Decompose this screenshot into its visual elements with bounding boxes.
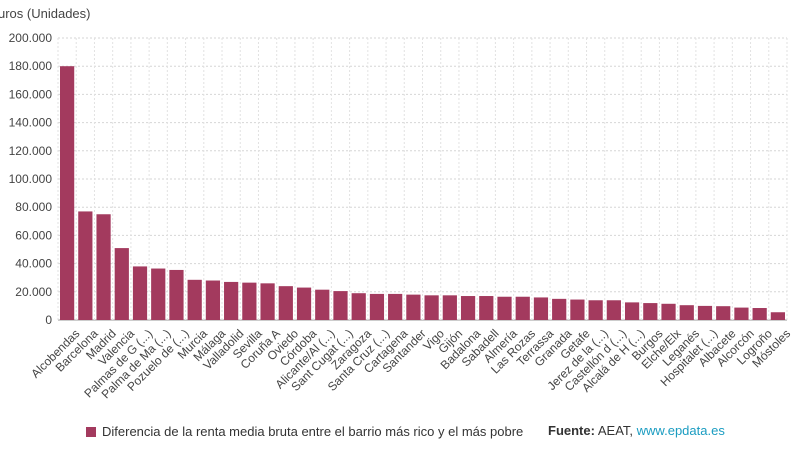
bar[interactable] [333, 291, 348, 320]
y-axis-ticks: 0 20.000 40.000 60.000 80.000 100.000 120.000 1… [9, 31, 53, 327]
bar[interactable] [315, 289, 330, 320]
bar[interactable] [552, 298, 567, 320]
bar[interactable] [716, 306, 731, 320]
bar[interactable] [533, 297, 549, 320]
bar[interactable] [114, 248, 129, 320]
bar[interactable] [260, 283, 275, 320]
bar[interactable] [369, 293, 385, 320]
y-tick-label: 120.000 [9, 144, 53, 158]
bar[interactable] [497, 296, 512, 320]
bar[interactable] [351, 293, 366, 320]
source-text: AEAT, [597, 423, 634, 438]
bar[interactable] [697, 305, 713, 320]
bar[interactable] [570, 299, 585, 320]
bar[interactable] [187, 279, 202, 320]
bar[interactable] [661, 303, 676, 320]
bar[interactable] [442, 295, 457, 320]
bar[interactable] [151, 268, 166, 320]
legend-label: Diferencia de la renta media bruta entre… [102, 424, 524, 439]
bar[interactable] [242, 282, 257, 320]
y-tick-label: 140.000 [9, 116, 53, 130]
y-tick-label: 0 [45, 313, 52, 327]
bar[interactable] [132, 266, 148, 320]
source-link[interactable]: www.epdata.es [636, 423, 725, 438]
y-tick-label: 100.000 [9, 172, 53, 186]
y-tick-label: 40.000 [15, 257, 52, 271]
y-tick-label: 80.000 [15, 200, 52, 214]
bar[interactable] [424, 295, 439, 320]
y-tick-label: 60.000 [15, 228, 52, 242]
bar[interactable] [460, 296, 476, 320]
source-label: Fuente: [548, 423, 595, 438]
bar[interactable] [278, 286, 293, 320]
legend[interactable]: Diferencia de la renta media bruta entre… [86, 424, 523, 439]
bar[interactable] [60, 66, 75, 320]
bars [60, 66, 785, 320]
bar[interactable] [169, 269, 184, 320]
y-tick-label: 200.000 [9, 31, 53, 45]
x-axis-ticks: AlcobendasBarcelonaMadridValenciaPalmas … [28, 326, 793, 401]
bar[interactable] [224, 281, 239, 320]
bar[interactable] [624, 302, 640, 320]
y-tick-label: 180.000 [9, 59, 53, 73]
bar[interactable] [770, 312, 785, 320]
bar[interactable] [205, 280, 221, 320]
legend-swatch [86, 426, 96, 437]
source-note: Fuente: AEAT, www.epdata.es [548, 423, 725, 438]
y-tick-label: 20.000 [15, 285, 52, 299]
bar[interactable] [388, 293, 403, 320]
bar[interactable] [643, 303, 658, 320]
bar[interactable] [588, 300, 603, 320]
bar-chart: 0 20.000 40.000 60.000 80.000 100.000 120.000 1… [0, 6, 793, 401]
bar[interactable] [515, 296, 530, 320]
y-tick-label: 160.000 [9, 87, 53, 101]
bar[interactable] [78, 211, 93, 320]
y-axis-title: uros (Unidades) [0, 6, 91, 21]
bar[interactable] [479, 296, 494, 320]
grid-lines [57, 37, 788, 321]
bar[interactable] [752, 308, 767, 320]
bar[interactable] [679, 305, 694, 320]
bar[interactable] [406, 294, 421, 320]
bar[interactable] [734, 307, 749, 320]
bar[interactable] [606, 300, 621, 320]
bar[interactable] [96, 214, 111, 320]
bar[interactable] [296, 287, 312, 320]
